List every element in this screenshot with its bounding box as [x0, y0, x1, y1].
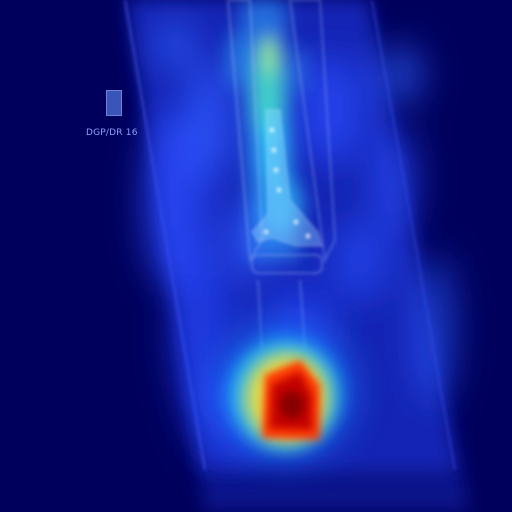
film-marker-icon: [106, 90, 122, 116]
heatmap-hotspot: [215, 320, 355, 460]
film-marker-label: DGP/DR 16: [86, 128, 138, 138]
implant-plate: [251, 109, 323, 247]
